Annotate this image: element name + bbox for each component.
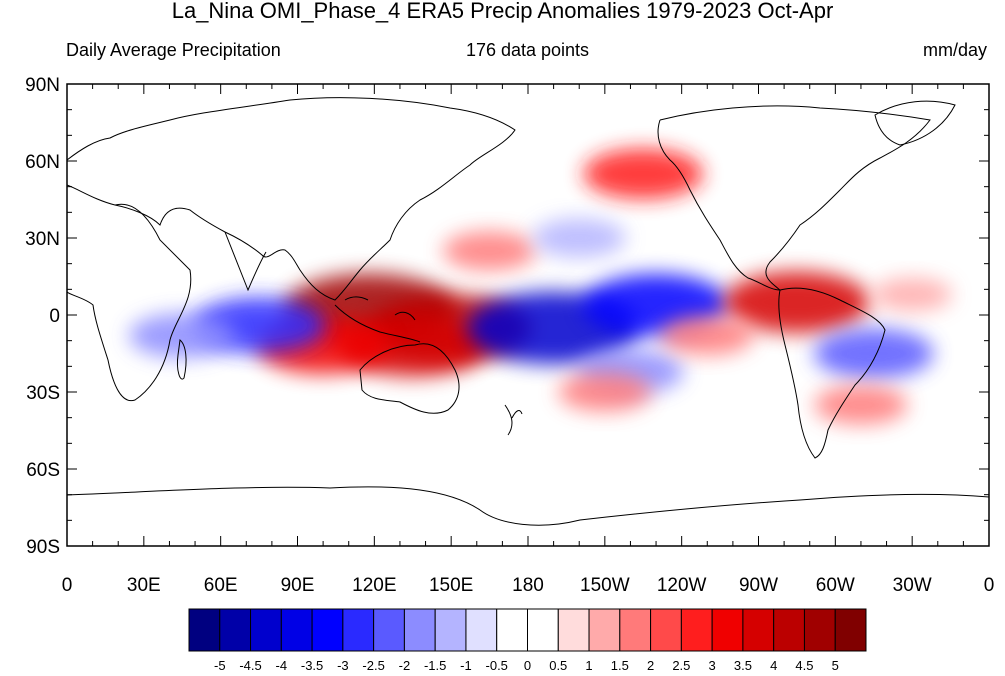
colorbar-label: 4 (770, 658, 777, 673)
lon-label: 180 (512, 575, 544, 596)
latitude-labels: 90N 60N 30N 0 30S 60S 90S (25, 75, 60, 558)
colorbar-label: -2 (399, 658, 411, 673)
colorbar-label: 0.5 (549, 658, 567, 673)
anomaly-blob-17 (660, 315, 754, 356)
sample-count-label: 176 data points (465, 40, 590, 60)
anomaly-blob-18 (872, 277, 953, 312)
anomaly-blob-7 (723, 271, 871, 333)
coastline-new-zealand (504, 404, 523, 436)
colorbar-label: 1.5 (611, 658, 629, 673)
coastline-south-america (778, 287, 886, 459)
colorbar-swatch (650, 608, 682, 652)
lon-label: 30W (893, 575, 932, 596)
colorbar-label: -0.5 (486, 658, 508, 673)
colorbar-swatch (342, 608, 375, 652)
lon-label: 120W (657, 575, 707, 596)
lon-label: 0 (62, 575, 73, 596)
colorbar-label: 4.5 (795, 658, 813, 673)
longitude-labels: 0 30E 60E 90E 120E 150E 180 150W 120W 90W 60W 30W 0 (62, 575, 995, 596)
coastlines (67, 97, 989, 526)
colorbar-swatch (680, 608, 713, 652)
lat-label: 30N (25, 229, 60, 250)
anomaly-blob-14 (583, 148, 704, 200)
coastline-madagascar (177, 339, 187, 380)
colorbar-swatch (773, 608, 805, 652)
anomaly-blob-11 (813, 328, 934, 379)
colorbar-swatch (496, 608, 528, 652)
lat-label: 90N (25, 75, 60, 96)
lon-label: 120E (352, 575, 396, 596)
colorbar: -5 -4.5 -4 -3.5 -3 -2.5 -2 -1.5 -1 -0.5 0 0.5 1 1.5 2 2… (188, 608, 867, 673)
coastline-antarctica (67, 486, 989, 526)
colorbar-swatch (711, 608, 744, 652)
lat-label: 0 (49, 306, 60, 327)
colorbar-swatch (250, 608, 282, 652)
colorbar-label: 1 (585, 658, 592, 673)
chart-title: La_Nina OMI_Phase_4 ERA5 Precip Anomalie… (171, 0, 834, 23)
coastline-india (224, 231, 267, 292)
colorbar-label: 3.5 (734, 658, 752, 673)
lon-label: 30E (127, 575, 161, 596)
lat-label: 30S (26, 383, 60, 404)
anomaly-blob-16 (814, 385, 908, 425)
lon-label: 90W (739, 575, 778, 596)
colorbar-label: 3 (709, 658, 716, 673)
colorbar-label: -3 (337, 658, 349, 673)
anomaly-blob-9 (129, 313, 236, 358)
colorbar-label: 0 (524, 658, 531, 673)
colorbar-label: -4.5 (239, 658, 261, 673)
colorbar-swatch (619, 608, 652, 652)
colorbar-swatch (188, 608, 221, 652)
colorbar-swatch (742, 608, 775, 652)
axis-ticks (66, 83, 990, 547)
units-label: mm/day (922, 40, 987, 60)
colorbar-swatch (557, 608, 590, 652)
colorbar-swatch (280, 608, 313, 652)
lon-label: 60W (816, 575, 855, 596)
colorbar-label: -3.5 (301, 658, 323, 673)
colorbar-swatch (434, 608, 467, 652)
anomaly-blob-13 (443, 231, 537, 271)
colorbar-label: -1.5 (424, 658, 446, 673)
lon-label: 150W (580, 575, 630, 596)
coastline-indonesia (334, 296, 421, 343)
colorbar-swatch (834, 608, 867, 652)
lat-label: 60N (25, 152, 60, 173)
lon-label: 150E (429, 575, 473, 596)
colorbar-swatch (588, 608, 621, 652)
colorbar-swatch (373, 608, 405, 652)
lon-label: 0 (984, 575, 995, 596)
colorbar-swatch (403, 608, 436, 652)
variable-label: Daily Average Precipitation (66, 40, 281, 60)
lat-label: 60S (26, 460, 60, 481)
colorbar-swatch (311, 608, 344, 652)
colorbar-swatch (219, 608, 252, 652)
anomaly-blob-15 (532, 218, 626, 258)
anomaly-blob-12 (558, 372, 652, 412)
lat-label: 90S (26, 537, 60, 558)
coastline-greenland (874, 100, 956, 146)
colorbar-label: -5 (214, 658, 226, 673)
coastline-africa (67, 184, 192, 402)
colorbar-label: -2.5 (362, 658, 384, 673)
colorbar-swatch (527, 608, 559, 652)
colorbar-label: 2.5 (672, 658, 690, 673)
colorbar-label: -4 (276, 658, 288, 673)
colorbar-label: -1 (460, 658, 472, 673)
coastline-australia (359, 343, 460, 414)
colorbar-swatch (803, 608, 836, 652)
lon-label: 90E (281, 575, 315, 596)
lon-label: 60E (204, 575, 238, 596)
colorbar-label: 5 (832, 658, 839, 673)
colorbar-label: 2 (647, 658, 654, 673)
colorbar-swatch (465, 608, 498, 652)
